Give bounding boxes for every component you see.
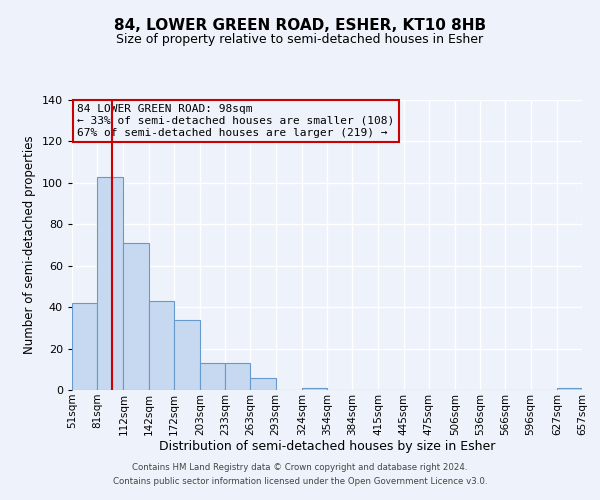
X-axis label: Distribution of semi-detached houses by size in Esher: Distribution of semi-detached houses by … [159, 440, 495, 454]
Bar [557, 388, 582, 390]
Text: 84, LOWER GREEN ROAD, ESHER, KT10 8HB: 84, LOWER GREEN ROAD, ESHER, KT10 8HB [114, 18, 486, 32]
Text: Contains public sector information licensed under the Open Government Licence v3: Contains public sector information licen… [113, 477, 487, 486]
Bar [72, 303, 97, 390]
Bar [302, 388, 327, 390]
Text: 84 LOWER GREEN ROAD: 98sqm
← 33% of semi-detached houses are smaller (108)
67% o: 84 LOWER GREEN ROAD: 98sqm ← 33% of semi… [77, 104, 394, 138]
Bar [225, 363, 250, 390]
Bar [149, 301, 174, 390]
Bar [97, 176, 124, 390]
Y-axis label: Number of semi-detached properties: Number of semi-detached properties [23, 136, 36, 354]
Bar [250, 378, 275, 390]
Bar [124, 243, 149, 390]
Text: Contains HM Land Registry data © Crown copyright and database right 2024.: Contains HM Land Registry data © Crown c… [132, 464, 468, 472]
Text: Size of property relative to semi-detached houses in Esher: Size of property relative to semi-detach… [116, 32, 484, 46]
Bar [174, 320, 200, 390]
Bar [200, 363, 225, 390]
